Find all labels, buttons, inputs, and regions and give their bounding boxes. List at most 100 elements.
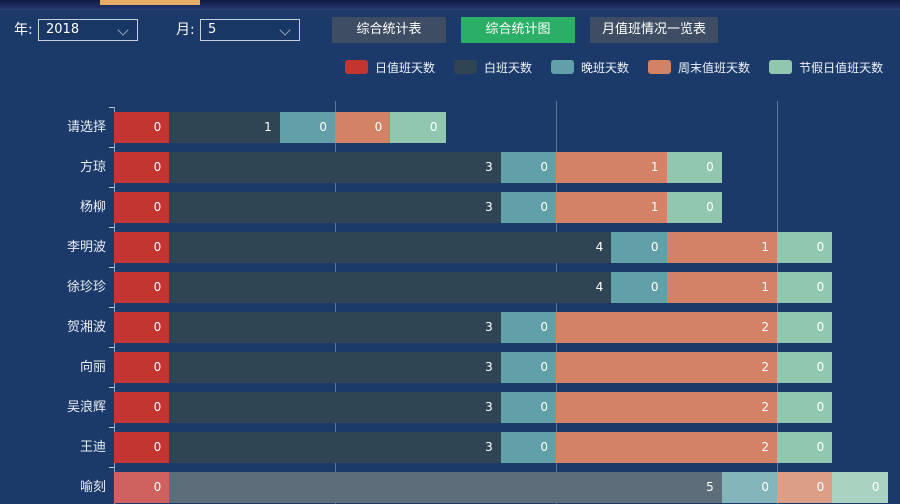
- segment-value: 3: [485, 360, 493, 374]
- bar-segment[interactable]: 0: [500, 352, 556, 383]
- bar-segment[interactable]: 0: [114, 112, 170, 143]
- segment-value: 2: [761, 400, 769, 414]
- bar-segment[interactable]: 0: [114, 312, 170, 343]
- bar-segment[interactable]: 0: [114, 192, 170, 223]
- bar-segment[interactable]: 3: [169, 392, 501, 423]
- bar-segment[interactable]: 2: [556, 392, 777, 423]
- bar-segment[interactable]: 0: [666, 192, 722, 223]
- segment-value: 2: [761, 360, 769, 374]
- bar-row: 0 4 0 1 0: [114, 232, 833, 263]
- segment-value: 3: [485, 400, 493, 414]
- bar-row: 0 3 0 2 0: [114, 312, 833, 343]
- legend-label: 日值班天数: [375, 60, 436, 75]
- bar-segment[interactable]: 3: [169, 352, 501, 383]
- segment-value: 0: [429, 120, 438, 134]
- segment-value: 3: [485, 320, 493, 334]
- axis-tick: [109, 387, 114, 388]
- bar-segment[interactable]: 3: [169, 152, 501, 183]
- month-select[interactable]: 5: [200, 19, 300, 41]
- bar-segment[interactable]: 0: [832, 472, 888, 503]
- bar-segment[interactable]: 0: [114, 272, 170, 303]
- segment-value: 3: [485, 200, 493, 214]
- bar-row: 0 1 0 0 0: [114, 112, 446, 143]
- bar-segment[interactable]: 0: [335, 112, 391, 143]
- summary-chart-button[interactable]: 综合统计图: [461, 17, 575, 43]
- segment-value: 3: [485, 440, 493, 454]
- bar-segment[interactable]: 0: [114, 472, 170, 503]
- category-label: 请选择: [66, 120, 106, 135]
- bar-segment[interactable]: 0: [777, 352, 833, 383]
- category-label: 向丽: [79, 360, 106, 375]
- bar-segment[interactable]: 4: [169, 232, 612, 263]
- bar-segment[interactable]: 4: [169, 272, 612, 303]
- category-label: 徐珍珍: [66, 280, 106, 295]
- bar-segment[interactable]: 5: [169, 472, 722, 503]
- bar-segment[interactable]: 3: [169, 312, 501, 343]
- bar-segment[interactable]: 0: [777, 232, 833, 263]
- bar-segment[interactable]: 0: [777, 392, 833, 423]
- month-label: 月:: [176, 22, 195, 38]
- segment-value: 0: [153, 480, 162, 494]
- segment-value: 1: [650, 200, 659, 214]
- category-label: 王迪: [79, 440, 106, 455]
- bar-segment[interactable]: 0: [114, 392, 170, 423]
- axis-tick: [109, 307, 114, 308]
- bar-segment[interactable]: 1: [666, 232, 777, 263]
- bar-segment[interactable]: 0: [777, 472, 833, 503]
- bar-segment[interactable]: 0: [777, 312, 833, 343]
- segment-value: 3: [485, 160, 493, 174]
- legend-label: 白班天数: [484, 60, 533, 75]
- bar-segment[interactable]: 0: [611, 272, 667, 303]
- legend-item[interactable]: 周末值班天数: [648, 59, 750, 76]
- segment-value: 2: [761, 440, 769, 454]
- bar-segment[interactable]: 0: [777, 432, 833, 463]
- monthly-duty-overview-button[interactable]: 月值班情况一览表: [590, 17, 718, 43]
- legend-item[interactable]: 日值班天数: [345, 59, 435, 76]
- month-select-value: 5: [208, 22, 217, 37]
- bar-segment[interactable]: 3: [169, 432, 501, 463]
- category-label: 贺湘波: [66, 320, 106, 335]
- axis-tick: [109, 147, 114, 148]
- segment-value: 0: [153, 200, 162, 214]
- bar-segment[interactable]: 0: [500, 312, 556, 343]
- segment-value: 0: [153, 240, 162, 254]
- bar-row: 0 3 0 2 0: [114, 392, 833, 423]
- bar-segment[interactable]: 0: [500, 432, 556, 463]
- legend-swatch-icon: [648, 60, 672, 74]
- bar-segment[interactable]: 0: [114, 232, 170, 263]
- bar-segment[interactable]: 0: [500, 192, 556, 223]
- year-select[interactable]: 2018: [38, 19, 138, 41]
- segment-value: 0: [153, 160, 162, 174]
- category-label: 吴浪辉: [66, 400, 106, 415]
- bar-segment[interactable]: 0: [114, 352, 170, 383]
- bar-segment[interactable]: 0: [114, 432, 170, 463]
- bar-segment[interactable]: 0: [390, 112, 446, 143]
- bar-segment[interactable]: 0: [279, 112, 335, 143]
- bar-segment[interactable]: 0: [777, 272, 833, 303]
- bar-segment[interactable]: 2: [556, 352, 777, 383]
- bar-segment[interactable]: 0: [721, 472, 777, 503]
- bar-segment[interactable]: 1: [556, 152, 667, 183]
- bar-segment[interactable]: 1: [666, 272, 777, 303]
- bar-segment[interactable]: 0: [666, 152, 722, 183]
- bar-row: 0 3 0 1 0: [114, 192, 722, 223]
- legend-label: 周末值班天数: [678, 60, 751, 75]
- bar-segment[interactable]: 1: [556, 192, 667, 223]
- legend-item[interactable]: 晚班天数: [551, 59, 629, 76]
- bar-segment[interactable]: 0: [611, 232, 667, 263]
- bar-segment[interactable]: 0: [500, 152, 556, 183]
- bar-segment[interactable]: 0: [114, 152, 170, 183]
- y-axis-line: [114, 107, 115, 504]
- segment-value: 0: [706, 160, 714, 174]
- bar-segment[interactable]: 3: [169, 192, 501, 223]
- legend-item[interactable]: 白班天数: [454, 59, 532, 76]
- legend-item[interactable]: 节假日值班天数: [769, 59, 883, 76]
- bar-segment[interactable]: 2: [556, 432, 777, 463]
- bar-segment[interactable]: 2: [556, 312, 777, 343]
- bar-row: 0 3 0 2 0: [114, 352, 833, 383]
- bar-segment[interactable]: 0: [500, 392, 556, 423]
- summary-table-button[interactable]: 综合统计表: [332, 17, 446, 43]
- segment-value: 1: [650, 160, 659, 174]
- segment-value: 0: [540, 360, 548, 374]
- bar-segment[interactable]: 1: [169, 112, 280, 143]
